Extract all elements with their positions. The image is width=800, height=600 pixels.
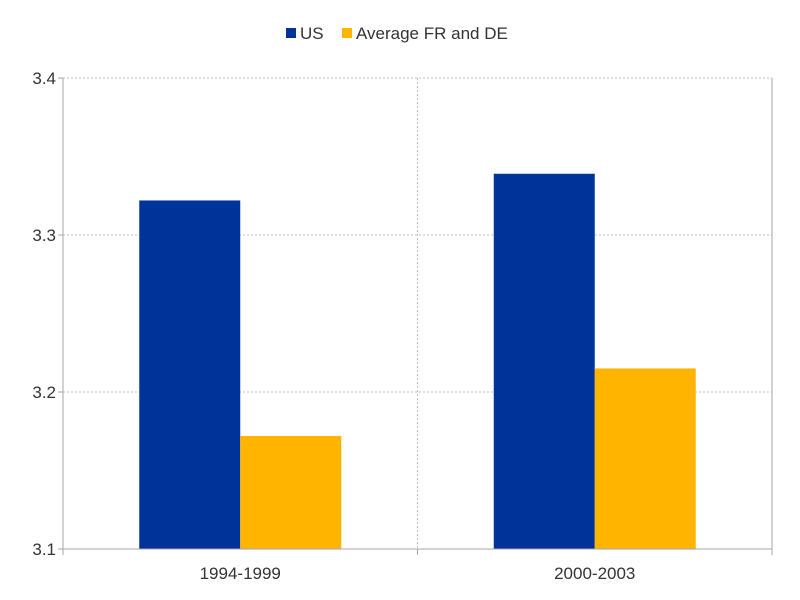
y-tick-label: 3.1 <box>32 540 56 559</box>
y-tick-label: 3.4 <box>32 69 56 88</box>
legend-swatch <box>342 28 352 38</box>
bar-us-2 <box>493 173 595 549</box>
bar-avg-fr-de-2 <box>594 368 696 549</box>
y-tick-label: 3.2 <box>32 383 56 402</box>
bars <box>139 173 696 549</box>
bar-avg-fr-de-1 <box>240 435 342 549</box>
legend-label: US <box>300 24 324 43</box>
x-tick-label: 2000-2003 <box>554 564 635 583</box>
legend-swatch <box>286 28 296 38</box>
y-tick-label: 3.3 <box>32 226 56 245</box>
axes: 3.1 3.2 3.3 3.4 1994-1999 2000-2003 <box>32 69 773 583</box>
x-tick-label: 1994-1999 <box>200 564 281 583</box>
legend-label: Average FR and DE <box>356 24 508 43</box>
grid-lines <box>63 77 772 549</box>
legend: US Average FR and DE <box>286 24 508 43</box>
bar-us-1 <box>139 200 241 549</box>
